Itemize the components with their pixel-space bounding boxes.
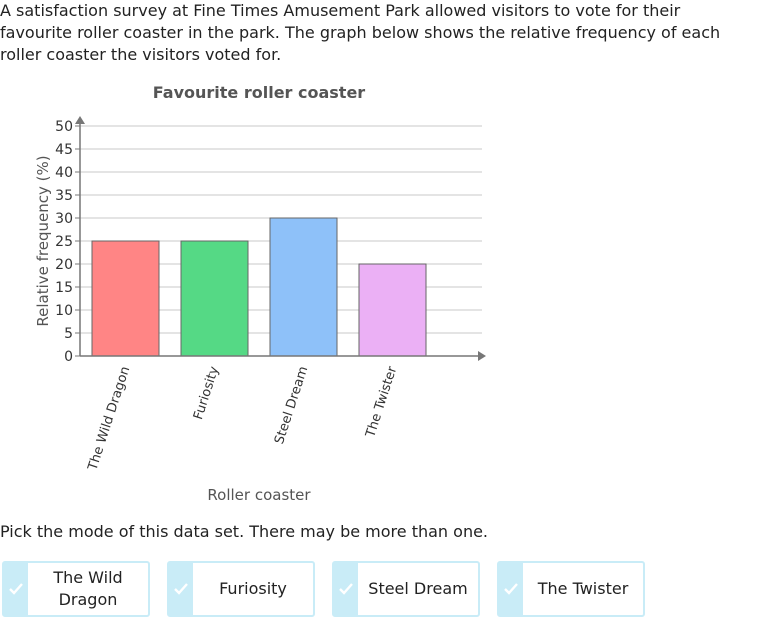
bar-the-wild-dragon <box>91 240 160 357</box>
y-tick-labels: 0 5 10 15 20 25 30 35 40 45 50 <box>55 119 73 365</box>
choice-the-wild-dragon[interactable]: The Wild Dragon <box>2 561 150 617</box>
check-icon <box>169 563 193 615</box>
intro-text: A satisfaction survey at Fine Times Amus… <box>0 1 721 64</box>
y-tick-label: 15 <box>55 280 73 296</box>
x-axis-arrow <box>478 351 486 361</box>
check-icon <box>4 563 28 615</box>
y-tick-label: 45 <box>55 142 73 158</box>
bar-furiosity <box>180 240 249 357</box>
check-icon <box>499 563 523 615</box>
x-tick-labels: The Wild Dragon Furiosity Steel Dream The T… <box>85 364 400 473</box>
y-tick-label: 0 <box>64 349 73 365</box>
answer-choices: The Wild Dragon Furiosity Steel Dream Th… <box>0 561 760 621</box>
y-tick-label: 5 <box>64 326 73 342</box>
check-icon <box>334 563 358 615</box>
y-tick-label: 30 <box>55 211 73 227</box>
y-tick-label: 10 <box>55 303 73 319</box>
x-tick-label: The Twister <box>363 364 401 440</box>
x-tick-label: The Wild Dragon <box>85 365 133 474</box>
choice-label: Furiosity <box>219 579 287 598</box>
y-axis-arrow <box>75 116 85 124</box>
x-tick-label: Furiosity <box>191 364 222 421</box>
choice-label: The Twister <box>537 579 629 598</box>
x-tick-label: Steel Dream <box>272 365 311 446</box>
y-tick-label: 50 <box>55 119 73 135</box>
choice-label: Steel Dream <box>368 579 468 598</box>
bars <box>91 217 427 357</box>
y-tick-label: 40 <box>55 165 73 181</box>
y-tick-label: 35 <box>55 188 73 204</box>
y-tick-label: 20 <box>55 257 73 273</box>
choice-steel-dream[interactable]: Steel Dream <box>332 561 480 617</box>
axes <box>75 116 486 361</box>
bar-the-twister <box>358 263 427 357</box>
bar-steel-dream <box>269 217 338 357</box>
y-tick-label: 25 <box>55 234 73 250</box>
question-text: Pick the mode of this data set. There ma… <box>0 522 489 541</box>
x-axis-label: Roller coaster <box>207 486 311 504</box>
chart-title: Favourite roller coaster <box>153 83 366 102</box>
y-axis-label: Relative frequency (%) <box>34 155 52 326</box>
bar-chart: Favourite roller coaster 0 5 10 15 20 25 30 35 4… <box>34 83 486 504</box>
choice-label: The Wild Dragon <box>53 568 123 609</box>
choice-the-twister[interactable]: The Twister <box>497 561 645 617</box>
choice-furiosity[interactable]: Furiosity <box>167 561 315 617</box>
